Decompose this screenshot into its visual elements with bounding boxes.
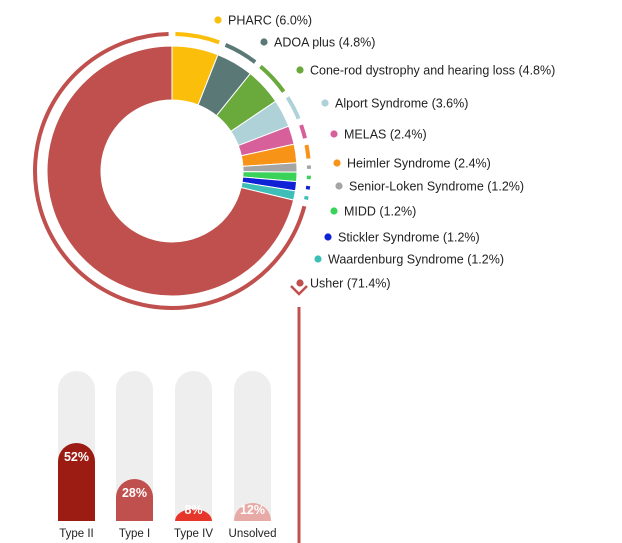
bar-track-type-iv (175, 371, 212, 521)
legend-label-waardenburg-syndrome: Waardenburg Syndrome (1.2%) (328, 253, 504, 267)
legend-label-alport-syndrome: Alport Syndrome (3.6%) (335, 97, 468, 111)
legend-marker-adoa-plus (260, 38, 268, 46)
bar-type-ii (58, 443, 95, 521)
outer-arc-adoa-plus (224, 43, 257, 64)
legend-label-melas: MELAS (2.4%) (344, 128, 427, 142)
legend-label-midd: MIDD (1.2%) (344, 205, 416, 219)
legend-label-adoa-plus: ADOA plus (4.8%) (274, 36, 375, 50)
bar-value-label-unsolved: 12% (240, 503, 265, 517)
bar-value-label-type-i: 28% (122, 486, 147, 500)
legend-marker-cone-rod-dystrophy-and-hearing-loss (296, 66, 304, 74)
legend-label-pharc: PHARC (6.0%) (228, 14, 312, 28)
bar-value-label-type-ii: 52% (64, 450, 89, 464)
bar-category-label-type-i: Type I (119, 528, 150, 540)
donut-legend: PHARC (6.0%) ADOA plus (4.8%) Cone-rod dys… (214, 14, 555, 291)
legend-marker-senior-loken-syndrome (335, 182, 343, 190)
bar-category-label-unsolved: Unsolved (229, 528, 277, 540)
legend-marker-stickler-syndrome (324, 233, 332, 241)
legend-marker-midd (330, 207, 338, 215)
outer-arc-pharc (175, 32, 220, 45)
bar-chart: 52% Type II 28% Type I 8% Type IV 12% Unsolved (58, 371, 276, 540)
usher-connector (290, 285, 308, 543)
usher-chevron-icon (290, 285, 308, 296)
legend-marker-pharc (214, 16, 222, 24)
legend-marker-heimler-syndrome (333, 159, 341, 167)
legend-label-usher: Usher (71.4%) (310, 277, 391, 291)
legend-label-heimler-syndrome: Heimler Syndrome (2.4%) (347, 157, 491, 171)
bar-unsolved (234, 503, 271, 521)
slice-usher (46, 45, 295, 297)
outer-arc-melas (299, 124, 307, 139)
legend-label-stickler-syndrome: Stickler Syndrome (1.2%) (338, 231, 480, 245)
outer-arc-alport-syndrome (285, 96, 301, 120)
legend-marker-waardenburg-syndrome (314, 255, 322, 263)
outer-arc-usher (33, 32, 307, 310)
legend-marker-alport-syndrome (321, 99, 329, 107)
legend-label-senior-loken-syndrome: Senior-Loken Syndrome (1.2%) (349, 180, 524, 194)
bar-track-unsolved (234, 371, 271, 521)
outer-arc-heimler-syndrome (304, 144, 311, 159)
bar-category-label-type-ii: Type II (59, 528, 94, 540)
bar-value-label-type-iv: 8% (184, 503, 202, 517)
legend-marker-usher (296, 279, 304, 287)
bar-type-i (116, 479, 153, 521)
outer-arc-waardenburg-syndrome (304, 195, 309, 200)
donut-chart (46, 45, 298, 297)
outer-arc-cone-rod-dystrophy-and-hearing-loss (259, 64, 286, 93)
outer-highlight-arcs (33, 32, 311, 310)
bar-type-iv (175, 509, 212, 521)
legend-marker-melas (330, 130, 338, 138)
legend-label-cone-rod-dystrophy-and-hearing-loss: Cone-rod dystrophy and hearing loss (4.8… (310, 64, 555, 78)
bar-category-label-type-iv: Type IV (174, 528, 213, 540)
